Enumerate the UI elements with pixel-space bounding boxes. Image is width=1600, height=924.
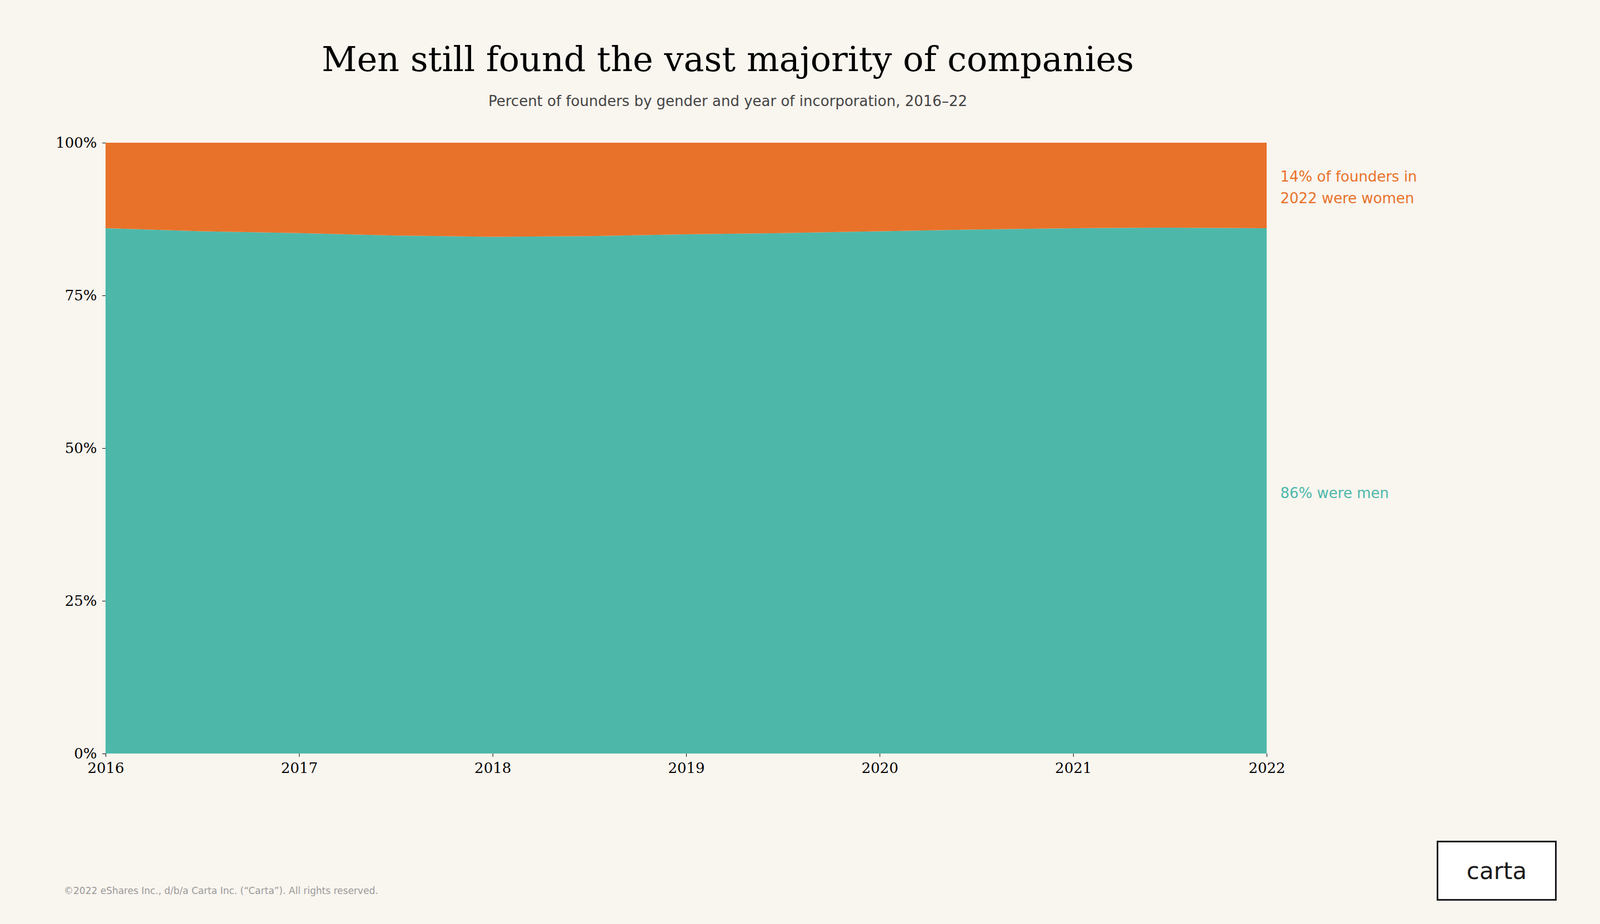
svg-text:2017: 2017 <box>281 760 318 777</box>
html-text:Percent of founders by gender: Percent of founders by gender and year o… <box>488 92 968 110</box>
svg-text:2016: 2016 <box>87 760 124 777</box>
svg-text:75%: 75% <box>65 287 98 304</box>
html-text:carta: carta <box>1466 857 1527 885</box>
svg-text:2018: 2018 <box>474 760 512 777</box>
svg-text:2019: 2019 <box>667 760 705 777</box>
svg-text:2020: 2020 <box>861 760 899 777</box>
svg-text:14% of founders in2022 were wo: 14% of founders in2022 were women <box>1280 168 1418 207</box>
svg-text:50%: 50% <box>65 440 98 457</box>
html-text:Men still found the vast major: Men still found the vast majority of com… <box>321 38 1134 80</box>
svg-text:2021: 2021 <box>1055 760 1092 777</box>
svg-text:100%: 100% <box>55 134 97 152</box>
svg-text:2022: 2022 <box>1248 760 1285 777</box>
svg-text:0%: 0% <box>74 745 97 763</box>
svg-text:25%: 25% <box>65 592 98 610</box>
svg-text:86% were men: 86% were men <box>1280 485 1390 502</box>
html-text:©2022 eShares Inc., d/b/a Cart: ©2022 eShares Inc., d/b/a Carta Inc. (“C… <box>63 885 379 897</box>
